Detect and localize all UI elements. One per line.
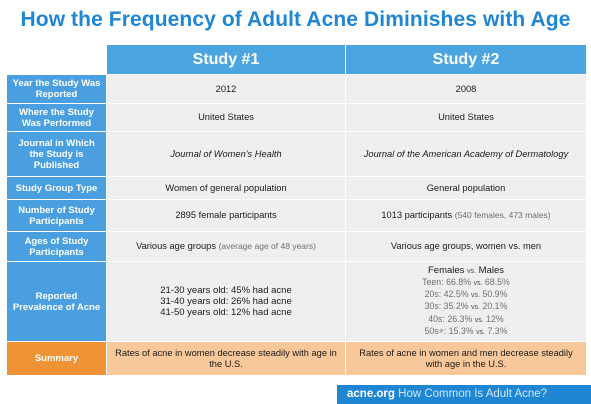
page-title: How the Frequency of Adult Acne Diminish… bbox=[20, 8, 571, 31]
cell-participants-study-1: 2895 female participants bbox=[106, 199, 346, 232]
prevalence-male-value: 20.1% bbox=[482, 301, 508, 312]
row-label-journal: Journal in Which the Study is Published bbox=[6, 131, 107, 177]
prevalence-age-value: 20s: 42.5% bbox=[424, 289, 469, 300]
prevalence-header-females: Females bbox=[427, 264, 465, 276]
prevalence-vs: vs. bbox=[471, 304, 480, 312]
cell-year-study-2: 2008 bbox=[345, 74, 587, 104]
prevalence-age-value: 30s: 35.2% bbox=[424, 301, 469, 312]
cell-summary-study-1: Rates of acne in women decrease steadily… bbox=[106, 341, 346, 376]
prevalence-male-value: 12% bbox=[486, 313, 504, 324]
table-row: Where the Study Was Performed United Sta… bbox=[6, 103, 587, 132]
table-row: Year the Study Was Reported 2012 2008 bbox=[6, 74, 587, 104]
row-label-participants: Number of Study Participants bbox=[6, 199, 107, 232]
comparison-table: Study #1 Study #2 Year the Study Was Rep… bbox=[6, 44, 587, 376]
prevalence-male-value: 68.5% bbox=[484, 276, 510, 287]
cell-where-study-1: United States bbox=[106, 103, 346, 132]
table-row: Ages of Study Participants Various age g… bbox=[6, 231, 587, 262]
prevalence-header-males: Males bbox=[478, 264, 504, 276]
cell-journal-study-2: Journal of the American Academy of Derma… bbox=[345, 131, 587, 177]
row-label-group-type: Study Group Type bbox=[6, 176, 107, 200]
prevalence-vs: vs. bbox=[476, 328, 486, 336]
column-header-study-1: Study #1 bbox=[106, 44, 346, 75]
summary-row: Summary Rates of acne in women decrease … bbox=[6, 341, 587, 376]
row-label-prevalence: Reported Prevalence of Acne bbox=[6, 261, 107, 342]
participants-breakdown: (540 females, 473 males) bbox=[454, 210, 551, 220]
ages-main: Various age groups bbox=[136, 241, 216, 251]
prevalence-line: 20s: 42.5% vs. 50.9% bbox=[350, 289, 582, 301]
table-row: Journal in Which the Study is Published … bbox=[6, 131, 587, 177]
prevalence-line: 40s: 26.3% vs. 12% bbox=[350, 314, 582, 326]
cell-participants-study-2: 1013 participants (540 females, 473 male… bbox=[345, 199, 587, 232]
cell-journal-study-1: Journal of Women's Health bbox=[106, 131, 346, 177]
prevalence-age-value: 50s+: 15.3% bbox=[424, 325, 474, 336]
cell-summary-study-2: Rates of acne in women and men decrease … bbox=[345, 341, 587, 376]
prevalence-vs: vs. bbox=[471, 292, 480, 300]
cell-ages-study-1: Various age groups (average age of 48 ye… bbox=[106, 231, 346, 262]
prevalence-line: 50s+: 15.3% vs. 7.3% bbox=[350, 326, 582, 338]
table-row: Reported Prevalence of Acne 21-30 years … bbox=[6, 261, 587, 342]
brand-logo-text[interactable]: acne.org bbox=[347, 388, 395, 400]
cell-prevalence-study-2: Females vs. Males Teen: 66.8% vs. 68.5% … bbox=[345, 261, 587, 342]
row-label-ages: Ages of Study Participants bbox=[6, 231, 107, 262]
prevalence-age-value: 40s: 26.3% bbox=[428, 313, 473, 324]
row-label-where: Where the Study Was Performed bbox=[6, 103, 107, 132]
prevalence-line: 30s: 35.2% vs. 20.1% bbox=[350, 301, 582, 313]
cell-group-type-study-1: Women of general population bbox=[106, 176, 346, 200]
participants-count: 1013 participants bbox=[381, 210, 453, 220]
cell-prevalence-study-1: 21-30 years old: 45% had acne 31-40 year… bbox=[106, 261, 346, 342]
column-header-study-2: Study #2 bbox=[345, 44, 587, 75]
footer-banner[interactable]: acne.org How Common Is Adult Acne? bbox=[337, 385, 591, 404]
prevalence-male-value: 7.3% bbox=[487, 325, 508, 336]
row-label-summary: Summary bbox=[6, 341, 107, 376]
prevalence-age-value: Teen: 66.8% bbox=[422, 276, 472, 287]
cell-ages-study-2: Various age groups, women vs. men bbox=[345, 231, 587, 262]
prevalence-line: 21-30 years old: 45% had acne bbox=[160, 285, 292, 296]
prevalence-line: Teen: 66.8% vs. 68.5% bbox=[350, 277, 582, 289]
row-label-year: Year the Study Was Reported bbox=[6, 74, 107, 104]
prevalence-line: 41-50 years old: 12% had acne bbox=[160, 307, 292, 318]
prevalence-header-vs: vs. bbox=[467, 267, 477, 275]
ages-note: (average age of 48 years) bbox=[218, 241, 316, 251]
table-row: Number of Study Participants 2895 female… bbox=[6, 199, 587, 232]
table-row: Study Group Type Women of general popula… bbox=[6, 176, 587, 200]
footer-tagline[interactable]: How Common Is Adult Acne? bbox=[398, 388, 548, 400]
prevalence-line: 31-40 years old: 26% had acne bbox=[160, 296, 292, 307]
prevalence-vs: vs. bbox=[473, 279, 483, 287]
cell-group-type-study-2: General population bbox=[345, 176, 587, 200]
cell-where-study-2: United States bbox=[345, 103, 587, 132]
header-blank bbox=[6, 44, 107, 75]
header-row: Study #1 Study #2 bbox=[6, 44, 587, 75]
prevalence-vs: vs. bbox=[474, 316, 484, 324]
prevalence-header: Females vs. Males bbox=[350, 265, 582, 277]
cell-year-study-1: 2012 bbox=[106, 74, 346, 104]
prevalence-male-value: 50.9% bbox=[482, 289, 508, 300]
